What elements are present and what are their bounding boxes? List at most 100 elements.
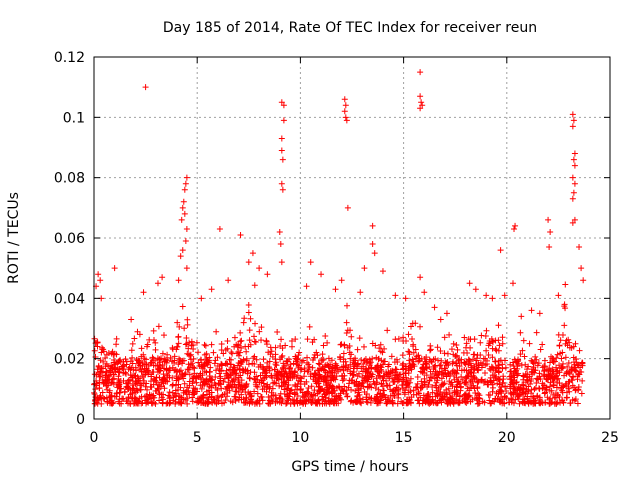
data-point [307,393,314,400]
data-point [177,399,184,406]
data-point [419,364,426,371]
data-point [387,368,394,375]
data-point [472,390,479,397]
data-point [556,369,563,376]
data-point [413,391,420,398]
data-point [559,384,566,391]
y-tick-label: 0.1 [63,110,85,126]
data-point [512,222,519,229]
data-point [343,117,350,124]
data-point [228,349,235,356]
data-point [235,349,242,356]
data-point [446,331,453,338]
data-point [212,381,219,388]
data-point [346,349,353,356]
data-point [380,358,387,365]
data-point [402,370,409,377]
data-point [509,280,516,287]
data-point [472,286,479,293]
data-point [309,399,316,406]
data-point [524,366,531,373]
data-point [354,398,361,405]
data-point [363,366,370,373]
data-point [266,358,273,365]
data-point [148,400,155,407]
data-point [222,347,229,354]
data-point [350,359,357,366]
data-point [547,395,554,402]
data-point [390,378,397,385]
data-point [363,394,370,401]
data-point [251,361,258,368]
data-point [303,283,310,290]
data-point [258,394,265,401]
data-point [397,371,404,378]
data-point [363,390,370,397]
data-point [187,351,194,358]
data-point [532,353,539,360]
data-point [553,354,560,361]
data-point [501,292,508,299]
data-point [502,383,509,390]
data-point [325,373,332,380]
data-point [135,357,142,364]
data-point [368,364,375,371]
data-point [487,400,494,407]
data-point [462,398,469,405]
data-point [463,358,470,365]
x-axis-title: GPS time / hours [291,459,408,475]
data-point [495,364,502,371]
data-point [260,356,267,363]
data-point [268,397,275,404]
data-point [453,362,460,369]
data-point [305,389,312,396]
data-point [194,388,201,395]
data-point [330,374,337,381]
data-point [369,371,376,378]
data-point [406,349,413,356]
data-point [541,390,548,397]
data-point [283,373,290,380]
data-point [274,398,281,405]
data-point [181,186,188,193]
data-point [103,368,110,375]
data-point [373,375,380,382]
data-point [456,363,463,370]
data-point [360,383,367,390]
data-point [515,392,522,399]
data-point [559,365,566,372]
data-point [347,355,354,362]
data-point [265,394,272,401]
data-point [149,354,156,361]
data-point [528,399,535,406]
data-point [559,349,566,356]
data-point [296,349,303,356]
data-point [116,389,123,396]
data-point [240,399,247,406]
data-point [576,347,583,354]
data-point [167,367,174,374]
data-point [539,341,546,348]
data-point [461,359,468,366]
data-point [409,361,416,368]
data-point [387,392,394,399]
data-point [423,396,430,403]
data-point [113,341,120,348]
data-point [152,377,159,384]
data-point [556,362,563,369]
data-point [138,345,145,352]
data-point [93,339,100,346]
data-point [392,292,399,299]
data-point [286,365,293,372]
data-point [433,400,440,407]
data-point [405,380,412,387]
data-point [181,325,188,332]
data-point [574,376,581,383]
data-point [132,372,139,379]
data-point [433,387,440,394]
data-point [361,343,368,350]
data-point [106,397,113,404]
data-point [327,398,334,405]
data-point [129,340,136,347]
data-point [520,372,527,379]
